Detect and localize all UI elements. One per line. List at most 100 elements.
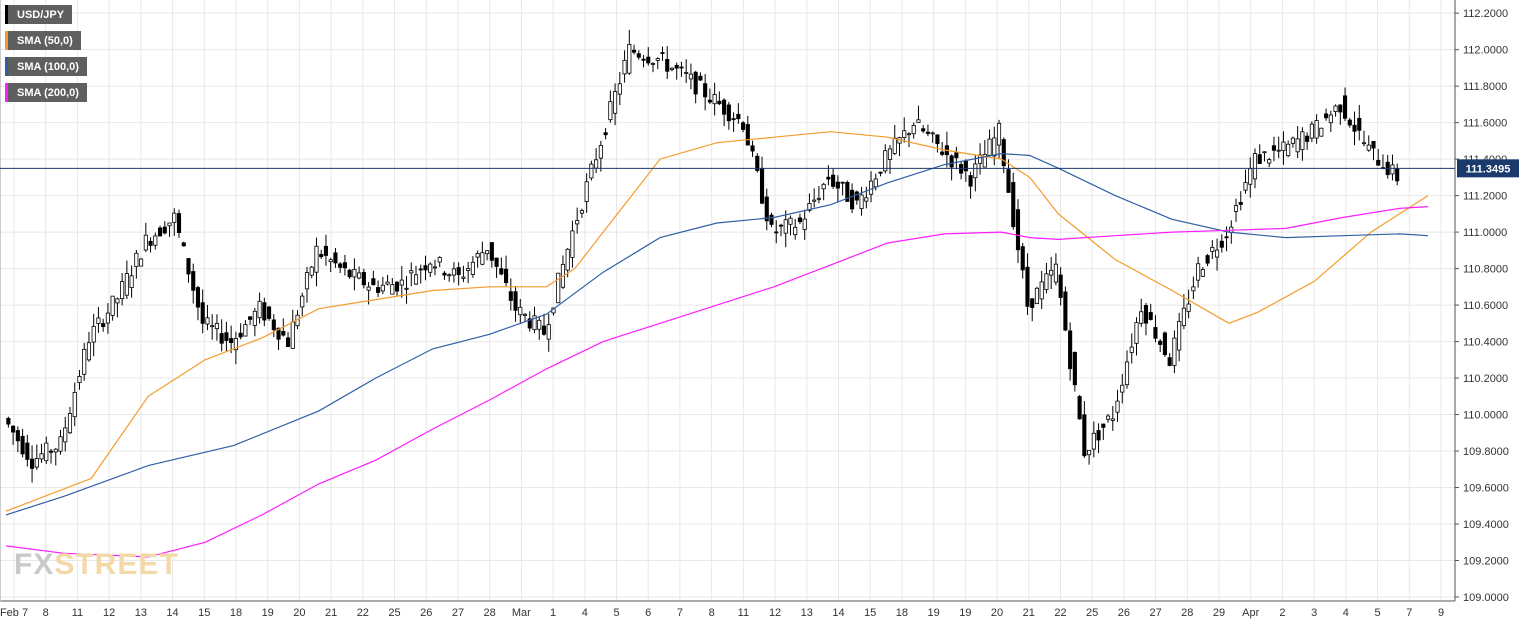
candle-body — [665, 58, 670, 72]
candle-body — [82, 348, 87, 375]
legend-item-sma50[interactable]: SMA (50,0) — [5, 31, 81, 50]
candle-body — [1177, 321, 1182, 351]
candle-body — [1153, 327, 1158, 339]
candle-body — [1058, 274, 1063, 298]
candle-body — [575, 220, 580, 225]
candle-body — [584, 181, 589, 202]
y-tick-label: 111.6000 — [1463, 118, 1507, 130]
candle-body — [546, 324, 551, 340]
candle-body — [603, 132, 608, 136]
candle-body — [868, 180, 874, 195]
y-tick-label: 110.2000 — [1463, 373, 1508, 385]
candle-body — [423, 265, 428, 271]
x-tick-label: 13 — [801, 607, 813, 619]
candle-body — [674, 64, 679, 69]
y-tick-label: 110.0000 — [1463, 410, 1508, 422]
candle-body — [437, 257, 442, 263]
candle-body — [1020, 246, 1025, 271]
candle-body — [1238, 202, 1243, 205]
candle-body — [115, 298, 120, 304]
candle-body — [1039, 281, 1044, 300]
candle-body — [996, 122, 1002, 146]
candle-body — [660, 52, 665, 54]
candle-body — [105, 312, 110, 324]
candle-body — [527, 318, 532, 329]
candle-body — [233, 338, 238, 351]
candle-body — [669, 67, 675, 70]
candle-body — [778, 224, 784, 227]
x-tick-label: 18 — [896, 607, 908, 619]
x-tick-label: 1 — [550, 607, 556, 619]
candle-body — [366, 286, 371, 291]
y-tick-label: 110.8000 — [1463, 264, 1508, 276]
legend-item-sma100[interactable]: SMA (100,0) — [5, 57, 87, 76]
candle-body — [11, 425, 16, 433]
candle-body — [722, 99, 727, 115]
candle-body — [646, 56, 651, 64]
candle-body — [333, 252, 338, 264]
candle-body — [1338, 104, 1343, 113]
candle-body — [1305, 135, 1310, 142]
candle-body — [110, 295, 115, 316]
candle-body — [219, 333, 224, 344]
x-tick-label: 14 — [166, 607, 178, 619]
candle-body — [1181, 307, 1186, 327]
candle-body — [1101, 423, 1106, 428]
candle-body — [1300, 131, 1305, 150]
candle-body — [205, 317, 210, 325]
y-tick-label: 110.6000 — [1463, 300, 1508, 312]
candle-body — [214, 323, 219, 329]
candle-body — [162, 226, 167, 234]
x-tick-label: 14 — [832, 607, 844, 619]
candle-body — [342, 262, 347, 269]
candle-body — [143, 234, 148, 251]
candle-body — [475, 253, 480, 258]
current-price-label: 111.3495 — [1466, 163, 1511, 175]
candle-body — [1162, 332, 1167, 356]
candle-body — [1139, 311, 1144, 324]
candle-body — [1357, 117, 1362, 131]
legend-item-usdjpy[interactable]: USD/JPY — [5, 5, 73, 24]
candle-body — [845, 181, 850, 202]
candle-body — [916, 119, 921, 123]
candle-body — [1015, 209, 1021, 251]
candle-body — [20, 435, 25, 455]
candle-body — [352, 268, 357, 278]
watermark-left: FX — [14, 548, 55, 581]
x-tick-label: Apr — [1242, 607, 1259, 619]
candle-body — [1143, 305, 1149, 324]
x-tick-label: 28 — [484, 607, 496, 619]
candle-body — [485, 250, 490, 255]
candle-body — [783, 219, 788, 234]
candle-body — [930, 132, 935, 135]
candle-body — [987, 138, 992, 156]
candle-body — [1215, 249, 1220, 258]
legend-label: SMA (100,0) — [17, 60, 79, 73]
candle-body — [120, 281, 125, 299]
candle-body — [1011, 182, 1016, 228]
candle-body — [338, 263, 343, 268]
candle-body — [1286, 143, 1291, 157]
x-tick-label: 15 — [864, 607, 876, 619]
candle-body — [390, 284, 395, 295]
candle-body — [883, 150, 888, 172]
x-tick-label: 22 — [357, 607, 369, 619]
candle-body — [1053, 263, 1058, 283]
candle-body — [1167, 357, 1172, 366]
x-tick-label: 4 — [1343, 607, 1349, 619]
x-tick-label: 8 — [709, 607, 715, 619]
candle-body — [1110, 418, 1115, 421]
x-tick-label: 20 — [991, 607, 1003, 619]
x-tick-label: 11 — [738, 607, 749, 619]
candle-body — [428, 263, 433, 273]
candle-body — [499, 268, 504, 275]
legend-item-sma200[interactable]: SMA (200,0) — [5, 83, 87, 102]
candle-body — [579, 210, 584, 214]
candle-body — [954, 151, 959, 159]
y-tick-label: 109.2000 — [1463, 556, 1509, 568]
candle-body — [636, 53, 641, 58]
candle-body — [622, 59, 627, 75]
candle-body — [949, 155, 954, 168]
